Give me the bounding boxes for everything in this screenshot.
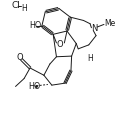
- Text: HO: HO: [29, 82, 41, 91]
- Text: H: H: [21, 4, 27, 13]
- Text: O: O: [56, 40, 63, 49]
- Text: Me: Me: [105, 19, 116, 28]
- Text: Cl: Cl: [12, 1, 21, 10]
- Text: H: H: [87, 54, 93, 63]
- Text: O: O: [16, 53, 23, 62]
- Text: HO: HO: [29, 21, 41, 30]
- Text: N: N: [91, 24, 97, 33]
